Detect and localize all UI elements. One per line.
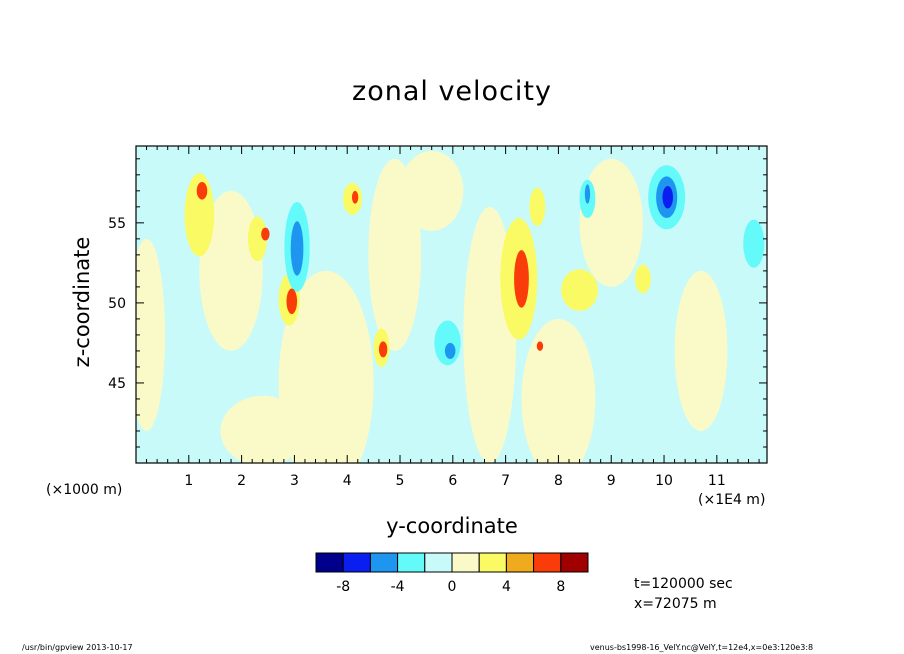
colorbar-tick-label: -4 bbox=[391, 579, 405, 595]
colorbar-swatch bbox=[451, 552, 480, 573]
x-tick-label: 2 bbox=[237, 473, 246, 489]
positive-velocity-cell bbox=[261, 227, 270, 241]
colorbar-tick-label: 8 bbox=[556, 579, 565, 595]
positive-velocity-cell bbox=[561, 269, 599, 311]
colorbar: -8 -4 0 4 8 bbox=[315, 552, 589, 595]
footer-right: venus-bs1998-16_VelY.nc@VelY,t=12e4,x=0e… bbox=[590, 643, 814, 652]
negative-velocity-cell bbox=[662, 186, 674, 209]
positive-velocity-cell bbox=[514, 250, 529, 308]
positive-velocity-cell bbox=[378, 341, 388, 358]
position-annotation: x=72075 m bbox=[634, 596, 717, 612]
x-tick-label: 9 bbox=[607, 473, 616, 489]
x-tick-label: 1 bbox=[184, 473, 193, 489]
colorbar-swatch bbox=[533, 552, 562, 573]
y-tick-label: 50 bbox=[108, 296, 126, 312]
weak-positive-region bbox=[136, 238, 166, 431]
positive-velocity-cell bbox=[634, 264, 651, 294]
x-tick-label: 5 bbox=[396, 473, 405, 489]
weak-positive-region bbox=[220, 395, 305, 463]
x-tick-label: 8 bbox=[554, 473, 563, 489]
negative-velocity-cell bbox=[743, 219, 765, 268]
x-tick-label: 4 bbox=[343, 473, 352, 489]
x-tick-label: 10 bbox=[655, 473, 673, 489]
colorbar-tick-label: -8 bbox=[336, 579, 350, 595]
weak-positive-region bbox=[674, 270, 728, 431]
weak-positive-region bbox=[579, 158, 643, 287]
x-axis-unit-right: (×1E4 m) bbox=[698, 492, 766, 508]
negative-velocity-cell bbox=[434, 320, 461, 366]
y-axis-label: z-coordinate bbox=[70, 236, 94, 368]
negative-velocity-cell bbox=[584, 184, 591, 204]
weak-positive-region bbox=[521, 318, 596, 463]
footer-left: /usr/bin/gpview 2013-10-17 bbox=[22, 643, 133, 652]
contour-field bbox=[136, 146, 767, 463]
positive-velocity-cell bbox=[247, 216, 267, 262]
x-tick-label: 6 bbox=[448, 473, 457, 489]
weak-positive-region bbox=[278, 270, 374, 463]
colorbar-swatch bbox=[397, 552, 426, 573]
weak-positive-region bbox=[400, 150, 464, 231]
y-tick-label: 55 bbox=[108, 216, 126, 232]
colorbar-swatch bbox=[560, 552, 589, 573]
y-tick-label: 45 bbox=[108, 376, 126, 392]
colorbar-tick-label: 4 bbox=[502, 579, 511, 595]
positive-velocity-cell bbox=[286, 288, 298, 315]
negative-velocity-cell bbox=[290, 221, 304, 276]
colorbar-swatch bbox=[424, 552, 453, 573]
colorbar-swatch bbox=[342, 552, 371, 573]
x-axis-label: y-coordinate bbox=[386, 514, 518, 538]
chart-title: zonal velocity bbox=[352, 76, 552, 107]
x-tick-label: 11 bbox=[708, 473, 726, 489]
positive-velocity-cell bbox=[351, 190, 359, 204]
weak-positive-region bbox=[199, 190, 263, 351]
x-tick-label: 3 bbox=[290, 473, 299, 489]
positive-velocity-cell bbox=[529, 187, 546, 227]
x-axis-unit-left: (×1000 m) bbox=[46, 482, 123, 498]
positive-velocity-cell bbox=[536, 341, 544, 351]
colorbar-swatch bbox=[505, 552, 535, 573]
negative-velocity-cell bbox=[444, 342, 456, 359]
colorbar-swatch bbox=[478, 552, 507, 573]
positive-velocity-cell bbox=[196, 182, 208, 200]
colorbar-swatch bbox=[315, 552, 344, 573]
plot-frame bbox=[135, 145, 768, 464]
colorbar-tick-label: 0 bbox=[448, 579, 457, 595]
x-tick-label: 7 bbox=[501, 473, 510, 489]
colorbar-swatch bbox=[369, 552, 399, 573]
time-annotation: t=120000 sec bbox=[634, 576, 733, 592]
